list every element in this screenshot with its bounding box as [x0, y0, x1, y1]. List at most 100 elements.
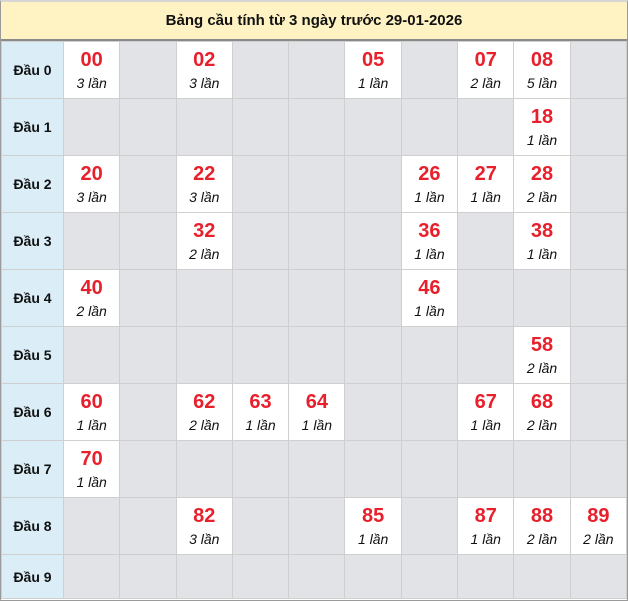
row-label: Đầu 9 [1, 554, 64, 599]
empty-cell [62, 98, 121, 156]
lotto-number: 18 [530, 106, 554, 128]
row-label: Đầu 5 [1, 326, 64, 384]
empty-cell [175, 98, 233, 156]
occurrence-count: 2 lần [526, 417, 558, 433]
number-cell: 38 1 lần [513, 212, 571, 270]
table-row: Đầu 1 18 1 lần [1, 98, 628, 156]
row-label: Đầu 7 [1, 440, 64, 498]
row-label: Đầu 0 [1, 41, 64, 99]
empty-cell [400, 383, 459, 441]
empty-cell [288, 98, 346, 156]
number-cell: 28 2 lần [513, 155, 571, 213]
number-cell: 22 3 lần [175, 155, 233, 213]
empty-cell [569, 269, 628, 327]
empty-cell [175, 440, 233, 498]
empty-cell [569, 440, 628, 498]
occurrence-count: 5 lần [526, 75, 558, 91]
occurrence-count: 2 lần [189, 417, 220, 433]
empty-cell [175, 554, 233, 599]
empty-cell [288, 155, 346, 213]
table-row: Đầu 2 20 3 lần 22 3 lần 26 1 lần 27 1 lần 28 2 lần [1, 155, 628, 213]
empty-cell [344, 440, 402, 498]
table-row: Đầu 5 58 2 lần [1, 326, 628, 384]
number-cell: 02 3 lần [175, 41, 233, 99]
empty-cell [119, 497, 177, 555]
number-cell: 05 1 lần [344, 41, 402, 99]
occurrence-count: 1 lần [414, 189, 445, 205]
lotto-number: 08 [530, 49, 554, 71]
empty-cell [400, 554, 459, 599]
empty-cell [344, 326, 402, 384]
number-cell: 89 2 lần [569, 497, 628, 555]
empty-cell [119, 212, 177, 270]
table-title: Bảng cầu tính từ 3 ngày trước 29-01-2026 [1, 2, 627, 41]
occurrence-count: 1 lần [470, 531, 501, 547]
empty-cell [457, 269, 515, 327]
empty-cell [119, 440, 177, 498]
occurrence-count: 1 lần [470, 189, 501, 205]
occurrence-count: 3 lần [76, 75, 107, 91]
empty-cell [288, 497, 346, 555]
lotto-number: 89 [587, 505, 610, 527]
empty-cell [288, 440, 346, 498]
lotto-number: 38 [530, 220, 554, 242]
lotto-number: 07 [474, 49, 497, 71]
lotto-number: 22 [193, 163, 216, 185]
number-cell: 26 1 lần [400, 155, 459, 213]
empty-cell [457, 212, 515, 270]
number-cell: 87 1 lần [457, 497, 515, 555]
number-cell: 88 2 lần [513, 497, 571, 555]
lotto-number: 58 [530, 334, 554, 356]
lotto-number: 28 [530, 163, 554, 185]
empty-cell [569, 41, 628, 99]
empty-cell [457, 554, 515, 599]
lotto-number: 05 [362, 49, 385, 71]
occurrence-count: 3 lần [189, 75, 220, 91]
number-cell: 18 1 lần [513, 98, 571, 156]
empty-cell [344, 383, 402, 441]
empty-cell [62, 326, 121, 384]
empty-cell [62, 554, 121, 599]
empty-cell [400, 326, 459, 384]
number-cell: 40 2 lần [62, 269, 121, 327]
lotto-number: 27 [474, 163, 497, 185]
occurrence-count: 2 lần [526, 360, 558, 376]
row-label: Đầu 6 [1, 383, 64, 441]
empty-cell [288, 41, 346, 99]
empty-cell [457, 326, 515, 384]
table-row: Đầu 4 40 2 lần 46 1 lần [1, 269, 628, 327]
empty-cell [288, 212, 346, 270]
number-cell: 62 2 lần [175, 383, 233, 441]
lotto-number: 64 [305, 391, 328, 413]
empty-cell [119, 554, 177, 599]
empty-cell [231, 269, 290, 327]
number-cell: 32 2 lần [175, 212, 233, 270]
empty-cell [569, 326, 628, 384]
lotto-number: 32 [193, 220, 216, 242]
empty-cell [344, 98, 402, 156]
empty-cell [231, 41, 290, 99]
lotto-number: 20 [80, 163, 103, 185]
empty-cell [288, 554, 346, 599]
lotto-number: 68 [530, 391, 554, 413]
empty-cell [400, 98, 459, 156]
empty-cell [344, 269, 402, 327]
occurrence-count: 1 lần [301, 417, 333, 433]
occurrence-count: 1 lần [76, 417, 107, 433]
empty-cell [513, 554, 571, 599]
occurrence-count: 1 lần [526, 246, 558, 262]
lotto-number: 00 [80, 49, 103, 71]
empty-cell [288, 326, 346, 384]
table-row: Đầu 6 60 1 lần 62 2 lần 63 1 lần 64 1 lần 67 1 lần… [1, 383, 628, 441]
occurrence-count: 2 lần [526, 531, 558, 547]
occurrence-count: 3 lần [189, 189, 220, 205]
empty-cell [457, 440, 515, 498]
empty-cell [175, 326, 233, 384]
occurrence-count: 1 lần [526, 132, 558, 148]
occurrence-count: 1 lần [414, 246, 445, 262]
empty-cell [62, 212, 121, 270]
number-cell: 20 3 lần [62, 155, 121, 213]
empty-cell [569, 554, 628, 599]
occurrence-count: 3 lần [76, 189, 107, 205]
number-cell: 68 2 lần [513, 383, 571, 441]
